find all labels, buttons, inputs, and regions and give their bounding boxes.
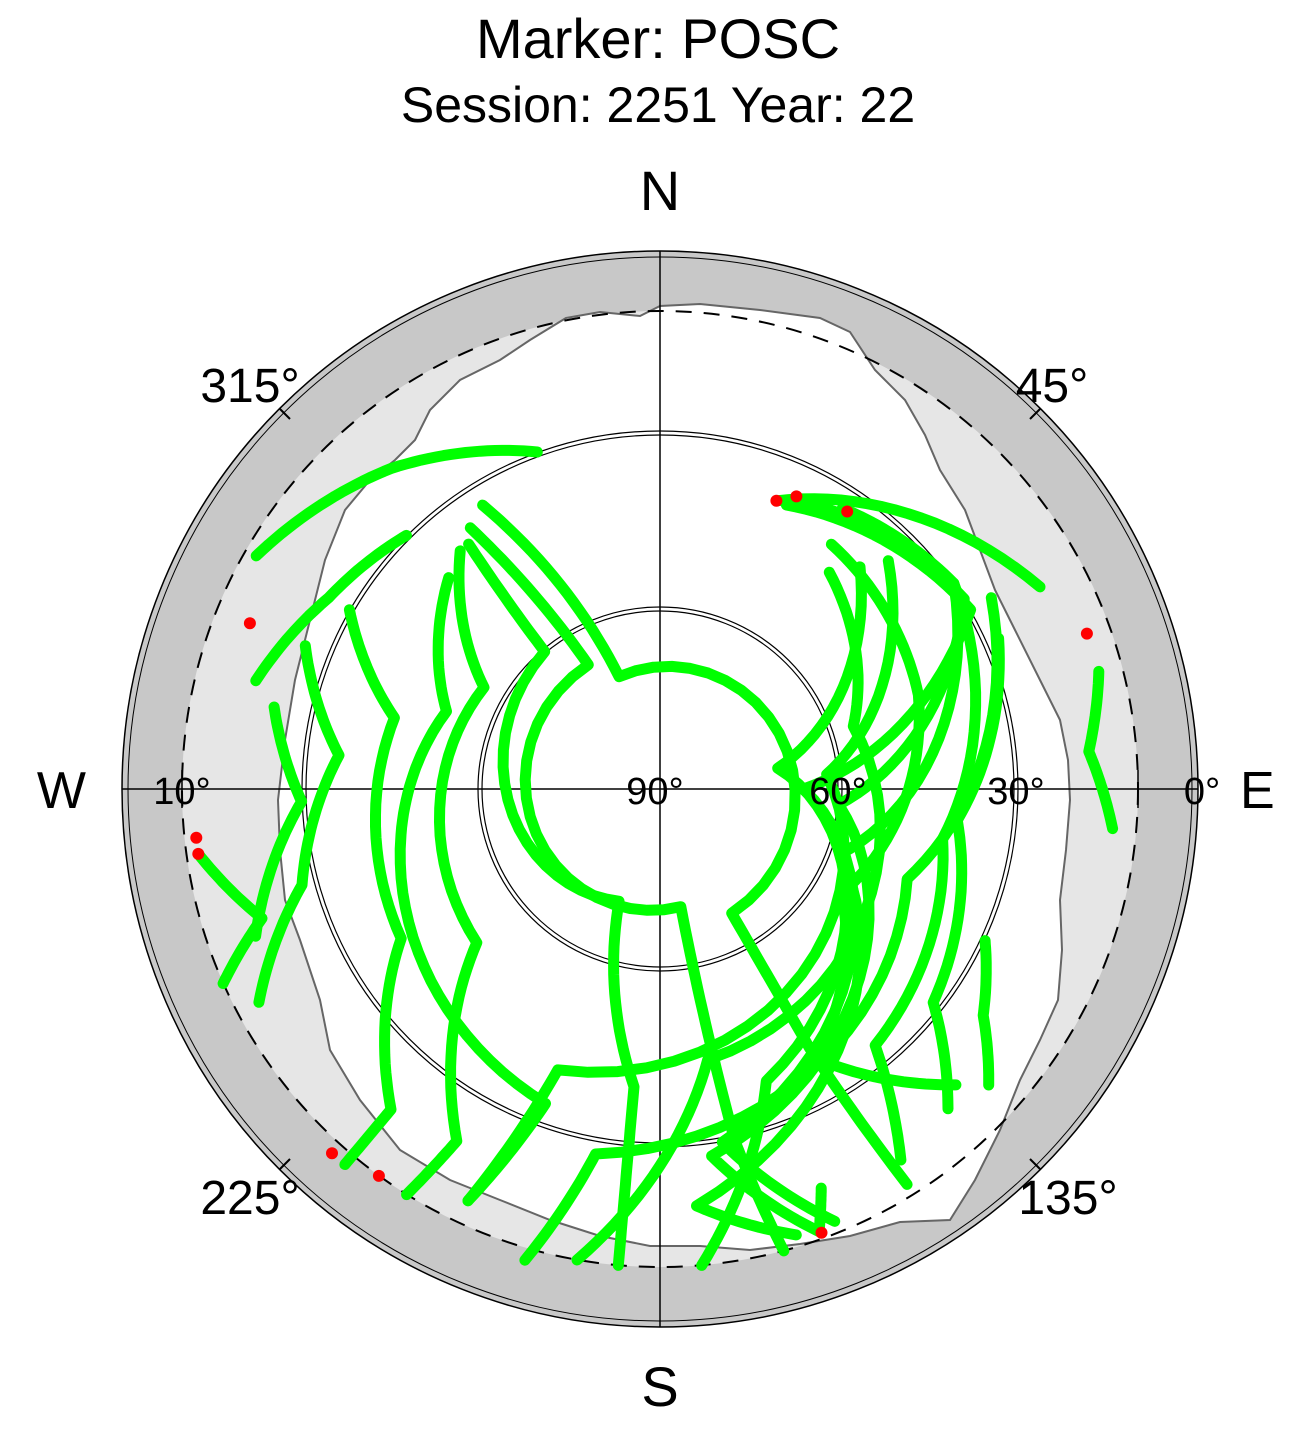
satellite-track-15	[394, 572, 551, 1207]
elevation-label-10: 10°	[153, 771, 210, 813]
satellite-track-25	[250, 529, 412, 687]
satellite-track-9	[869, 577, 982, 1166]
compass-west: W	[37, 762, 86, 820]
satellite-track-16	[401, 545, 490, 1201]
compass-north: N	[640, 159, 680, 222]
satellite-track-18	[464, 522, 790, 1257]
track-start-marker-9	[372, 1169, 385, 1182]
chart-subtitle: Session: 2251 Year: 22	[401, 77, 915, 133]
satellite-track-19	[477, 499, 913, 1190]
track-start-marker-4	[1080, 627, 1093, 640]
polar-plot-area: N S E W 45° 135° 225° 315° 90° 60° 30° 1…	[37, 159, 1275, 1418]
track-start-marker-6	[190, 831, 203, 844]
chart-title: Marker: POSC	[476, 7, 840, 70]
track-start-marker-10	[815, 1226, 828, 1239]
satellite-track-11	[927, 632, 1005, 1115]
satellite-track-21	[253, 640, 345, 1008]
azimuth-label-135: 135°	[1018, 1172, 1117, 1225]
compass-east: E	[1240, 762, 1275, 820]
satellite-track-13	[977, 935, 995, 1091]
track-start-markers	[190, 490, 1093, 1239]
track-start-marker-8	[326, 1147, 338, 1160]
satellite-track-12	[1083, 665, 1119, 835]
compass-south: S	[641, 1355, 678, 1418]
azimuth-label-315: 315°	[200, 360, 299, 413]
track-start-marker-1	[770, 494, 783, 507]
track-start-marker-3	[841, 505, 854, 518]
elevation-label-90: 90°	[626, 771, 683, 813]
tick-225	[279, 1158, 291, 1170]
satellite-track-24	[250, 444, 543, 562]
satellite-track-1	[770, 493, 1046, 593]
tick-135	[1029, 1158, 1041, 1170]
tick-315	[279, 408, 291, 420]
elevation-label-0: 0°	[1184, 771, 1220, 813]
track-start-marker-7	[243, 617, 256, 630]
track-start-marker-5	[192, 847, 205, 860]
satellite-track-14	[814, 1182, 827, 1233]
azimuth-label-225: 225°	[200, 1172, 299, 1225]
satellite-tracks	[192, 444, 1119, 1271]
satellite-track-20	[339, 604, 407, 1170]
satellite-track-23	[192, 848, 268, 989]
track-start-marker-2	[790, 490, 803, 503]
azimuth-label-45: 45°	[1016, 360, 1089, 413]
satellite-track-22	[250, 701, 308, 942]
tick-45	[1029, 408, 1041, 420]
elevation-label-30: 30°	[987, 771, 1044, 813]
elevation-label-60: 60°	[809, 771, 866, 813]
